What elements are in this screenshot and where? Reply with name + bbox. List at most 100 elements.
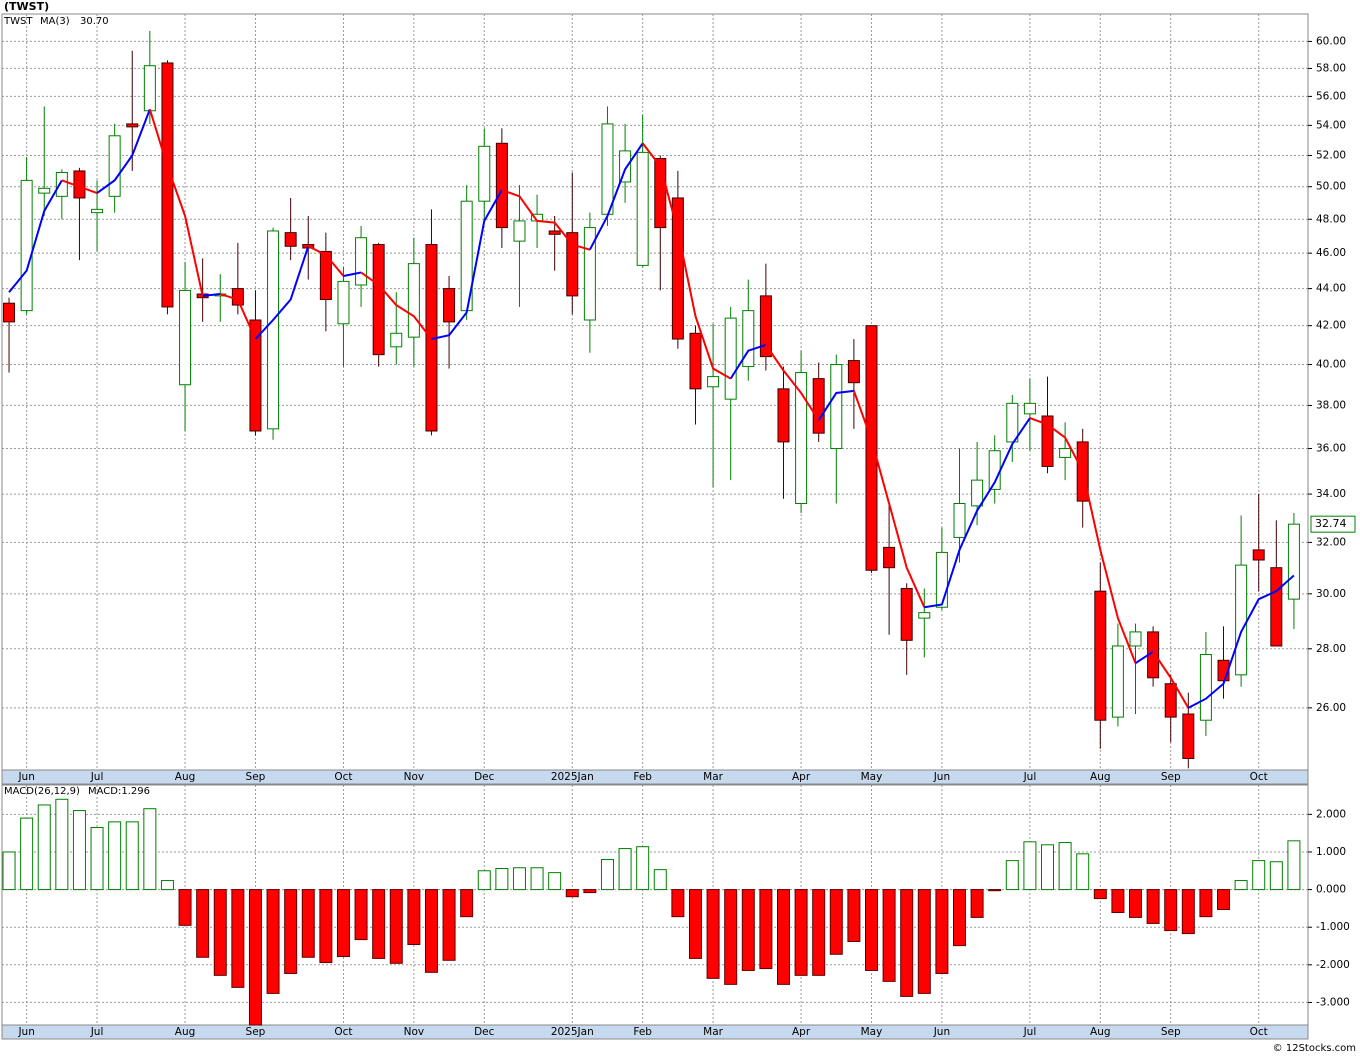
ma-line bbox=[852, 390, 926, 608]
macd-bar bbox=[1111, 889, 1125, 914]
x-tick-label: Aug bbox=[175, 771, 196, 783]
macd-bar bbox=[724, 889, 738, 985]
x-tick-label: Aug bbox=[175, 1026, 196, 1038]
macd-bar bbox=[407, 889, 421, 945]
macd-bar bbox=[160, 880, 174, 891]
y-tick-label: 38.00 bbox=[1316, 399, 1346, 411]
candle-body bbox=[1006, 402, 1019, 443]
candle-body bbox=[636, 151, 649, 266]
x-tick-label: Oct bbox=[1250, 771, 1268, 783]
ma-line bbox=[8, 179, 63, 293]
macd-bar bbox=[372, 889, 386, 959]
macd-bar bbox=[548, 872, 562, 891]
legend-symbol: TWST bbox=[3, 16, 33, 27]
macd-bar bbox=[1234, 880, 1248, 891]
macd-bar bbox=[688, 889, 702, 959]
y-tick-label: 40.00 bbox=[1316, 359, 1346, 371]
macd-bar bbox=[618, 848, 632, 891]
candle-body bbox=[1023, 402, 1036, 415]
macd-bar bbox=[1217, 889, 1231, 911]
macd-bar bbox=[935, 889, 949, 974]
x-tick-label: Aug bbox=[1090, 1026, 1111, 1038]
ma-line bbox=[765, 344, 820, 421]
candle-body bbox=[1059, 448, 1072, 458]
macd-bar bbox=[970, 889, 984, 918]
macd-bar bbox=[336, 889, 350, 958]
y-tick-label: -1.000 bbox=[1316, 921, 1350, 933]
macd-bar bbox=[1252, 860, 1266, 891]
candle-body bbox=[795, 372, 808, 505]
macd-bar bbox=[1093, 889, 1107, 900]
macd-bar bbox=[1058, 842, 1072, 891]
candle-body bbox=[1287, 523, 1300, 600]
candle-body bbox=[319, 250, 332, 301]
macd-bar bbox=[125, 821, 139, 891]
macd-bar bbox=[1023, 841, 1037, 891]
y-tick-label: 1.000 bbox=[1316, 846, 1346, 858]
macd-bar bbox=[636, 846, 650, 891]
x-tick-label: Jun bbox=[17, 1026, 34, 1038]
y-tick-label: 32.00 bbox=[1316, 536, 1346, 548]
candle-body bbox=[812, 378, 825, 434]
candle-body bbox=[900, 588, 913, 641]
ma-line bbox=[431, 189, 503, 341]
x-tick-label: Jul bbox=[1023, 1026, 1037, 1038]
x-tick-label: Dec bbox=[474, 1026, 495, 1038]
macd-bar bbox=[917, 889, 931, 994]
macd-bar bbox=[319, 889, 333, 964]
ma-line bbox=[202, 293, 221, 297]
macd-bar bbox=[829, 889, 843, 955]
macd-bar bbox=[882, 889, 896, 982]
ma-line bbox=[1187, 574, 1295, 709]
candle-body bbox=[619, 150, 632, 183]
macd-bar bbox=[1041, 844, 1055, 891]
macd-bar bbox=[213, 889, 227, 976]
candle-body bbox=[1129, 631, 1142, 647]
ma-line bbox=[219, 293, 257, 340]
ma-line bbox=[148, 109, 204, 297]
ma-line bbox=[343, 271, 362, 277]
x-tick-label: Dec bbox=[474, 771, 495, 783]
candle-body bbox=[1041, 415, 1054, 467]
candle-body bbox=[865, 325, 878, 571]
x-tick-label: Mar bbox=[703, 771, 723, 783]
candle-body bbox=[707, 376, 720, 388]
candle-body bbox=[407, 263, 420, 338]
macd-bar bbox=[512, 867, 526, 891]
candle-body bbox=[267, 230, 280, 430]
macd-bar bbox=[20, 817, 34, 891]
candle-body bbox=[143, 65, 156, 112]
candle-body bbox=[91, 208, 104, 214]
candle-body bbox=[953, 503, 966, 538]
ma-line bbox=[96, 108, 151, 194]
macd-bar bbox=[776, 889, 790, 985]
y-tick-label: 54.00 bbox=[1316, 119, 1346, 131]
candle-body bbox=[971, 479, 984, 507]
macd-bar bbox=[424, 889, 438, 973]
macd-bar bbox=[460, 889, 474, 918]
macd-bar bbox=[583, 889, 597, 894]
macd-bar bbox=[794, 889, 808, 976]
macd-bar bbox=[2, 851, 16, 891]
candle-body bbox=[179, 289, 192, 386]
macd-title: MACD(26,12,9) bbox=[4, 786, 80, 797]
x-tick-label: Jun bbox=[17, 771, 34, 783]
macd-bar bbox=[600, 858, 614, 891]
x-tick-label: Sep bbox=[1161, 771, 1181, 783]
candle-body bbox=[495, 142, 508, 229]
x-tick-label: Jul bbox=[1023, 771, 1037, 783]
candle-body bbox=[478, 145, 491, 202]
macd-bar bbox=[1076, 853, 1090, 891]
x-tick-label: May bbox=[861, 771, 883, 783]
ma-line bbox=[729, 343, 767, 380]
y-tick-label: 50.00 bbox=[1316, 181, 1346, 193]
x-tick-label: Jun bbox=[933, 1026, 950, 1038]
macd-bar bbox=[248, 889, 262, 1026]
macd-bar bbox=[988, 889, 1002, 892]
x-tick-label: Feb bbox=[633, 771, 652, 783]
macd-bar bbox=[759, 889, 773, 970]
macd-bar bbox=[37, 804, 51, 891]
y-tick-label: 56.00 bbox=[1316, 90, 1346, 102]
macd-bar bbox=[952, 889, 966, 947]
candle-body bbox=[161, 62, 174, 308]
